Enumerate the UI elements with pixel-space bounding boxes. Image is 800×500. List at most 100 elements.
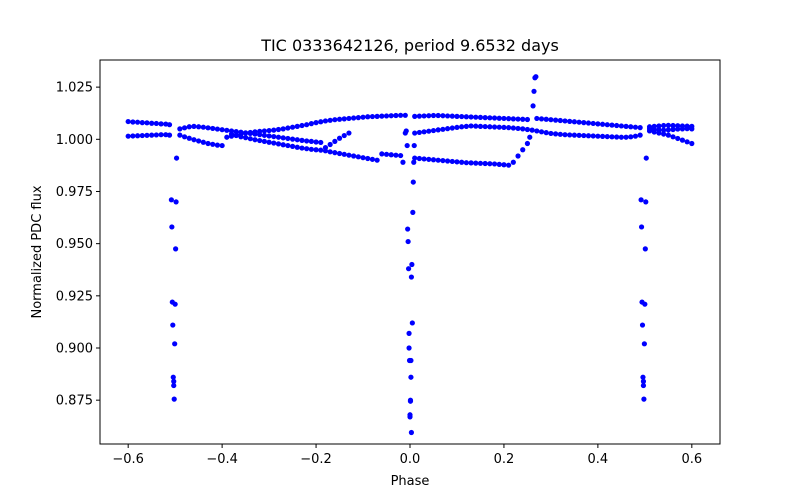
data-point <box>407 414 413 420</box>
data-point <box>553 131 559 137</box>
y-tick-label: 0.900 <box>56 342 93 357</box>
data-point <box>444 158 451 164</box>
data-point <box>407 398 414 404</box>
data-point <box>383 151 390 157</box>
data-point <box>125 133 131 139</box>
data-point <box>210 125 216 132</box>
data-point <box>524 116 531 123</box>
data-point <box>463 123 469 129</box>
data-point <box>496 115 502 121</box>
data-point <box>299 145 305 151</box>
data-point <box>149 120 155 126</box>
data-point <box>435 112 441 119</box>
data-point <box>410 209 416 215</box>
data-point <box>409 320 415 326</box>
data-point <box>261 132 267 138</box>
data-point <box>408 274 415 280</box>
data-point <box>341 151 347 157</box>
data-point <box>632 133 639 139</box>
data-point <box>585 120 592 126</box>
data-point <box>275 141 282 147</box>
data-point <box>257 137 263 144</box>
data-point <box>224 134 230 140</box>
data-point <box>171 382 177 389</box>
x-tick-label: 0.6 <box>681 452 702 467</box>
data-point <box>440 126 446 132</box>
data-point <box>643 199 649 205</box>
data-point <box>144 120 150 126</box>
data-point <box>491 161 498 167</box>
data-point <box>351 115 357 121</box>
data-point <box>196 124 202 130</box>
data-point <box>576 119 582 125</box>
data-point <box>665 122 671 128</box>
y-tick-label: 1.000 <box>56 133 93 148</box>
data-point <box>139 120 145 126</box>
data-point <box>468 123 474 129</box>
data-point <box>374 157 380 163</box>
data-point <box>590 120 596 127</box>
data-point <box>477 160 484 166</box>
data-point <box>412 130 418 136</box>
data-point <box>408 429 415 436</box>
data-point <box>538 129 545 135</box>
data-point <box>172 301 178 307</box>
data-point <box>398 152 404 159</box>
data-point <box>543 116 549 122</box>
data-point <box>266 127 272 134</box>
data-point <box>520 126 526 132</box>
data-point <box>426 113 432 119</box>
data-point <box>534 128 540 134</box>
data-point <box>275 126 282 133</box>
x-tick-label: −0.6 <box>112 452 144 467</box>
data-point <box>379 151 385 157</box>
data-point <box>181 134 188 140</box>
data-point <box>623 134 629 140</box>
y-tick-label: 0.950 <box>56 237 93 252</box>
data-point <box>153 132 159 138</box>
data-point <box>411 159 417 165</box>
data-point <box>421 113 427 119</box>
data-point <box>689 140 695 147</box>
data-point <box>186 135 192 141</box>
data-point <box>393 152 399 158</box>
data-point <box>299 137 305 143</box>
data-point <box>308 146 314 152</box>
data-point <box>393 112 399 119</box>
data-point <box>642 246 648 252</box>
data-point <box>641 341 647 347</box>
data-point <box>562 118 568 124</box>
data-point <box>181 125 188 131</box>
data-point <box>228 131 235 137</box>
data-point <box>628 134 634 140</box>
data-point <box>405 266 412 272</box>
data-point <box>214 126 221 132</box>
data-point <box>355 154 361 160</box>
data-point <box>388 152 394 158</box>
data-point <box>426 128 432 134</box>
data-point <box>173 199 179 205</box>
data-point <box>261 128 267 134</box>
data-point <box>623 123 629 129</box>
data-point <box>210 141 216 147</box>
data-point <box>491 115 498 121</box>
data-point <box>430 127 437 134</box>
data-point <box>632 124 639 130</box>
data-point <box>643 155 649 161</box>
data-point <box>280 135 286 141</box>
data-point <box>304 122 310 128</box>
data-point <box>638 197 644 203</box>
data-point <box>656 127 662 133</box>
x-axis-label: Phase <box>391 474 430 489</box>
data-point <box>487 115 493 121</box>
data-point <box>400 159 406 165</box>
data-point <box>257 128 263 134</box>
x-tick-label: 0.0 <box>400 452 421 467</box>
y-tick-label: 0.975 <box>56 185 93 200</box>
data-point <box>170 322 176 328</box>
data-point <box>388 113 394 119</box>
data-point <box>689 126 695 132</box>
data-point <box>289 143 296 149</box>
data-point <box>139 132 145 139</box>
data-point <box>473 123 479 129</box>
